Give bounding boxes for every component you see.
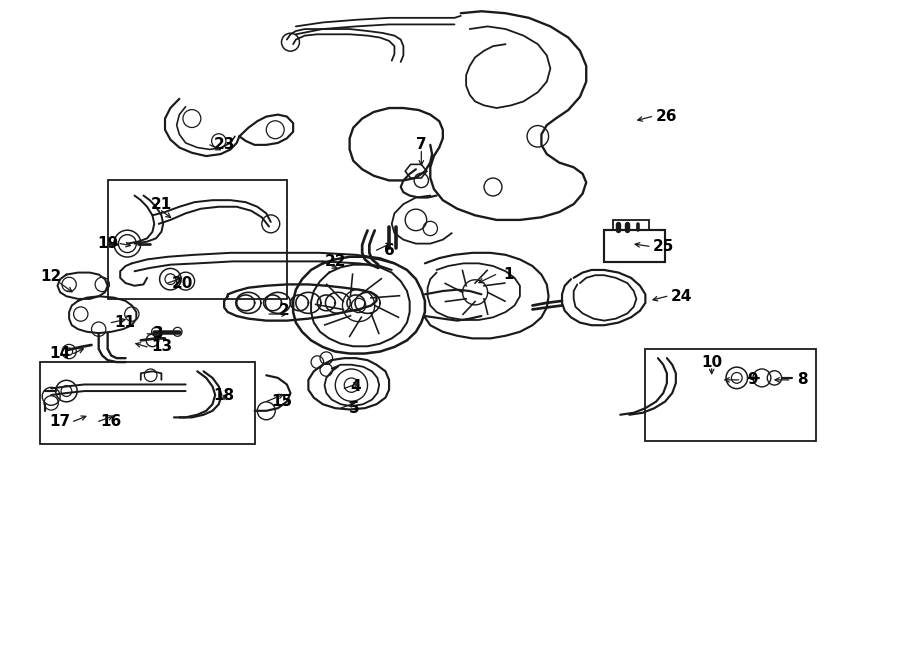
Bar: [613, 220, 649, 231]
Text: 26: 26: [656, 109, 678, 124]
Text: 3: 3: [153, 327, 164, 341]
Text: 8: 8: [796, 372, 807, 387]
Bar: [108, 180, 287, 299]
Text: 22: 22: [325, 254, 346, 269]
Text: 1: 1: [503, 267, 514, 282]
Text: 2: 2: [279, 303, 290, 318]
Text: 18: 18: [213, 387, 235, 403]
Text: 6: 6: [383, 243, 394, 258]
Text: 11: 11: [114, 315, 135, 330]
Text: 10: 10: [701, 354, 723, 369]
Text: 7: 7: [416, 137, 427, 153]
Text: 13: 13: [151, 340, 172, 354]
Text: 14: 14: [50, 346, 71, 361]
Text: 24: 24: [670, 289, 692, 304]
Text: 25: 25: [652, 239, 674, 254]
Text: 19: 19: [97, 236, 118, 251]
Text: 15: 15: [271, 394, 292, 409]
Text: 21: 21: [151, 196, 172, 212]
Text: 17: 17: [50, 414, 71, 429]
Bar: [40, 362, 255, 444]
Text: 12: 12: [40, 269, 62, 284]
Text: 20: 20: [172, 276, 194, 291]
Bar: [645, 349, 815, 441]
Text: 23: 23: [213, 137, 235, 153]
Text: 5: 5: [349, 401, 359, 416]
Text: 9: 9: [748, 372, 758, 387]
Text: 4: 4: [351, 379, 361, 394]
Text: 16: 16: [101, 414, 122, 429]
Bar: [604, 231, 665, 262]
